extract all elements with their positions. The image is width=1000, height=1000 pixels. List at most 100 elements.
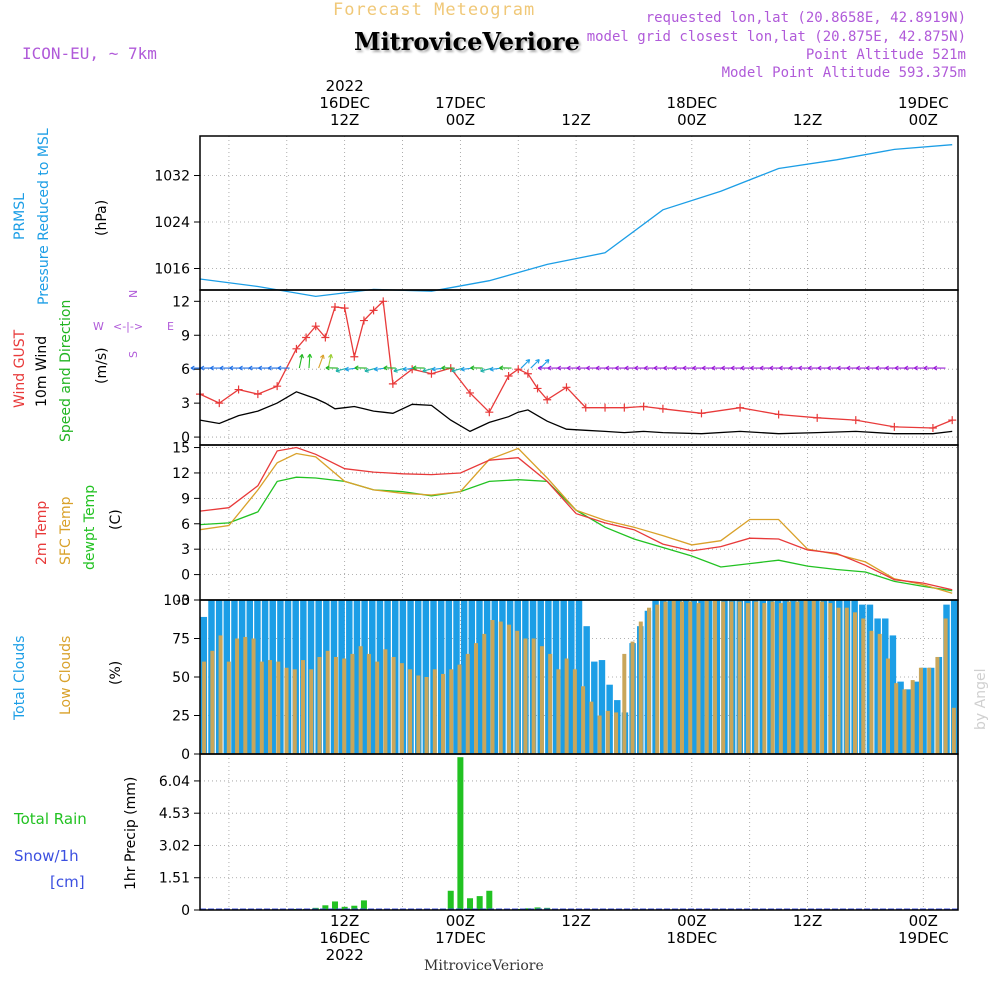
gust-marker [331, 302, 340, 311]
total-cloud-bar [705, 600, 713, 754]
low-cloud-bar [235, 638, 240, 754]
rain-bar [322, 905, 329, 910]
arrow-head [535, 359, 540, 364]
gust-marker [736, 403, 745, 412]
top-time-label-year: 2022 [326, 77, 364, 95]
model-altitude: Model Point Altitude 593.375m [721, 65, 966, 81]
arrow-head [248, 365, 253, 371]
bottom-time-label-day: 16DEC [319, 929, 370, 947]
arrow-head [460, 366, 465, 372]
wind-speed-line [199, 391, 953, 435]
low-cloud-bar [474, 643, 479, 754]
total-cloud-bar [568, 600, 575, 754]
snow-unit-label: [cm] [50, 873, 85, 891]
pressure-msl-label: Pressure Reduced to MSL [36, 128, 52, 305]
low-cloud-bar [671, 600, 676, 754]
low-cloud-bar [490, 620, 495, 754]
model-label: ICON-EU, ~ 7km [22, 44, 157, 63]
low-cloud-bar [622, 653, 627, 754]
arrow-head [701, 365, 706, 371]
top-time-label-day: 16DEC [319, 94, 370, 112]
low-cloud-bar [539, 646, 544, 754]
arrow-head [258, 365, 263, 371]
rain-bar [447, 890, 454, 910]
total-cloud-bar [575, 600, 583, 754]
total-cloud-bar [905, 689, 912, 754]
rain-bar [457, 757, 464, 910]
arrow-head [643, 365, 648, 371]
arrow-head [200, 365, 205, 371]
arrow-head [904, 365, 909, 371]
low-cloud-bar [399, 663, 404, 754]
bottom-time-label-hour: 00Z [446, 912, 475, 930]
bottom-time-label-hour: 12Z [330, 912, 359, 930]
gust-marker [350, 352, 359, 361]
rain-bar [332, 901, 339, 910]
low-cloud-bar [391, 656, 396, 754]
gust-marker [562, 383, 571, 392]
wind-direction-arrow [277, 365, 290, 371]
arrow-head [778, 365, 783, 371]
arrow-head [238, 365, 243, 371]
arrow-head [884, 365, 889, 371]
total-rain-label: Total Rain [13, 810, 87, 828]
arrow-head [383, 365, 388, 371]
top-time-label-day: 17DEC [435, 94, 486, 112]
low-clouds-label: Low Clouds [58, 636, 74, 715]
arrow-head [682, 365, 687, 371]
wind-direction-arrow [383, 365, 396, 371]
total-cloud-bar [376, 600, 384, 754]
low-cloud-bar [902, 689, 907, 754]
y-tick-label: 0 [181, 568, 190, 584]
low-cloud-bar [457, 664, 462, 754]
bottom-time-label-hour: 00Z [677, 912, 706, 930]
total-cloud-bar [261, 600, 269, 754]
gust-marker [427, 369, 436, 378]
arrow-head [614, 365, 619, 371]
rain-bar [486, 890, 493, 910]
total-cloud-bar [231, 600, 238, 754]
low-cloud-bar [861, 618, 866, 754]
arrow-head [836, 365, 841, 371]
gust-marker [813, 413, 822, 422]
dewpoint-label: dewpt Temp [82, 485, 98, 570]
low-cloud-bar [218, 635, 223, 754]
total-cloud-bar [238, 600, 246, 754]
bottom-time-label-day: 18DEC [667, 929, 718, 947]
temp-2m-line [199, 446, 953, 591]
arrow-head [692, 365, 697, 371]
low-cloud-bar [614, 712, 619, 754]
arrow-head [402, 366, 408, 372]
total-cloud-bar [476, 600, 483, 754]
low-cloud-bar [712, 600, 717, 754]
arrow-shaft [298, 354, 303, 369]
low-cloud-bar [284, 667, 289, 754]
arrow-head [788, 365, 793, 371]
wind-direction-arrow [412, 365, 425, 371]
precip-unit-label: 1hr Precip (mm) [123, 777, 139, 890]
top-time-label-day: 19DEC [898, 94, 949, 112]
wind-direction-arrow [422, 367, 435, 373]
signature: by Angel [973, 669, 989, 730]
top-time-label-hour: 00Z [909, 111, 938, 129]
total-cloud-bar [927, 667, 935, 754]
station-title: MitroviceVeriore [354, 27, 580, 56]
y-tick-label: 1024 [154, 215, 190, 231]
low-cloud-bar [597, 715, 602, 754]
total-cloud-bar [698, 600, 705, 754]
gust-marker [504, 371, 513, 380]
arrow-head [769, 365, 774, 371]
total-cloud-bar [797, 600, 805, 754]
arrow-head [846, 365, 851, 371]
gust-marker [601, 403, 610, 412]
total-cloud-bar [805, 600, 812, 754]
low-cloud-bar [210, 650, 215, 754]
y-tick-label: 1032 [154, 169, 190, 185]
arrow-head [412, 365, 417, 371]
arrow-head [190, 365, 195, 371]
arrow-head [663, 365, 668, 371]
dewpoint-line [199, 476, 953, 592]
arrow-head [865, 365, 870, 371]
gust-marker [379, 297, 388, 306]
